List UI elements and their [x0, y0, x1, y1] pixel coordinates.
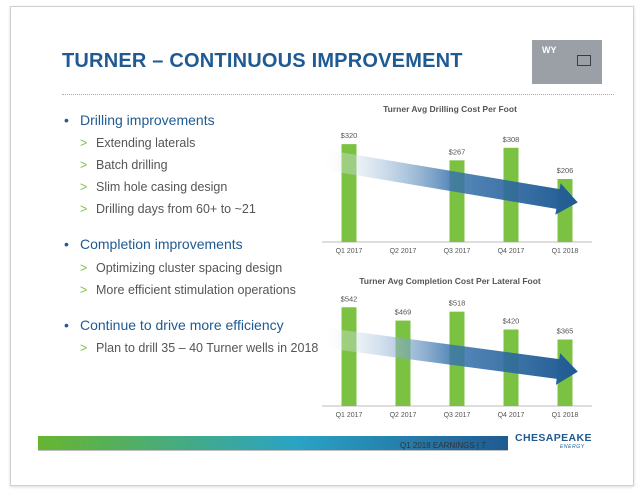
footer-text: Q1 2018 EARNINGS | 7: [400, 441, 486, 450]
company-logo: CHESAPEAKE: [515, 432, 592, 444]
slide-title: TURNER – CONTINUOUS IMPROVEMENT: [62, 50, 463, 72]
title-divider: [62, 94, 614, 95]
footer-bar: [38, 436, 508, 450]
trend-arrow-icon: [324, 150, 578, 215]
data-label: $206: [557, 166, 574, 175]
x-tick-label: Q3 2017: [444, 412, 471, 419]
x-tick-label: Q1 2017: [336, 248, 363, 255]
company-logo-subtitle: ENERGY: [560, 444, 585, 450]
location-marker-icon: [577, 55, 591, 66]
x-tick-label: Q1 2017: [336, 412, 363, 419]
data-label: $267: [449, 147, 466, 156]
data-label: $365: [557, 327, 574, 336]
trend-arrow-icon: [324, 328, 578, 385]
chevron-right-icon: >: [80, 136, 88, 150]
x-tick-label: Q4 2017: [498, 412, 525, 419]
bar: [341, 307, 357, 406]
bullet-text: Drilling improvements: [80, 112, 215, 128]
bullet-text: Completion improvements: [80, 236, 243, 252]
bullet-text: Continue to drive more efficiency: [80, 317, 284, 333]
chevron-right-icon: >: [80, 283, 88, 297]
x-tick-label: Q2 2017: [390, 248, 417, 255]
x-tick-label: Q2 2017: [390, 412, 417, 419]
chart-title: Turner Avg Drilling Cost Per Foot: [383, 104, 517, 114]
data-label: $420: [503, 317, 520, 326]
chevron-right-icon: >: [80, 341, 88, 355]
footer-divider: [38, 450, 508, 451]
data-label: $308: [503, 135, 520, 144]
data-label: $469: [395, 308, 412, 317]
bullet-marker: •: [64, 112, 69, 128]
bar: [395, 320, 411, 406]
chevron-right-icon: >: [80, 202, 88, 216]
x-tick-label: Q4 2017: [498, 248, 525, 255]
bullet-marker: •: [64, 317, 69, 333]
chevron-right-icon: >: [80, 180, 88, 194]
chart-title: Turner Avg Completion Cost Per Lateral F…: [359, 276, 541, 286]
chevron-right-icon: >: [80, 261, 88, 275]
x-tick-label: Q1 2018: [552, 248, 579, 255]
state-label: WY: [542, 45, 557, 55]
wyoming-state-icon: WY: [532, 40, 602, 84]
x-tick-label: Q1 2018: [552, 412, 579, 419]
x-tick-label: Q3 2017: [444, 248, 471, 255]
data-label: $542: [341, 294, 358, 303]
data-label: $518: [449, 299, 466, 308]
bullet-marker: •: [64, 236, 69, 252]
chevron-right-icon: >: [80, 158, 88, 172]
data-label: $320: [341, 131, 358, 140]
